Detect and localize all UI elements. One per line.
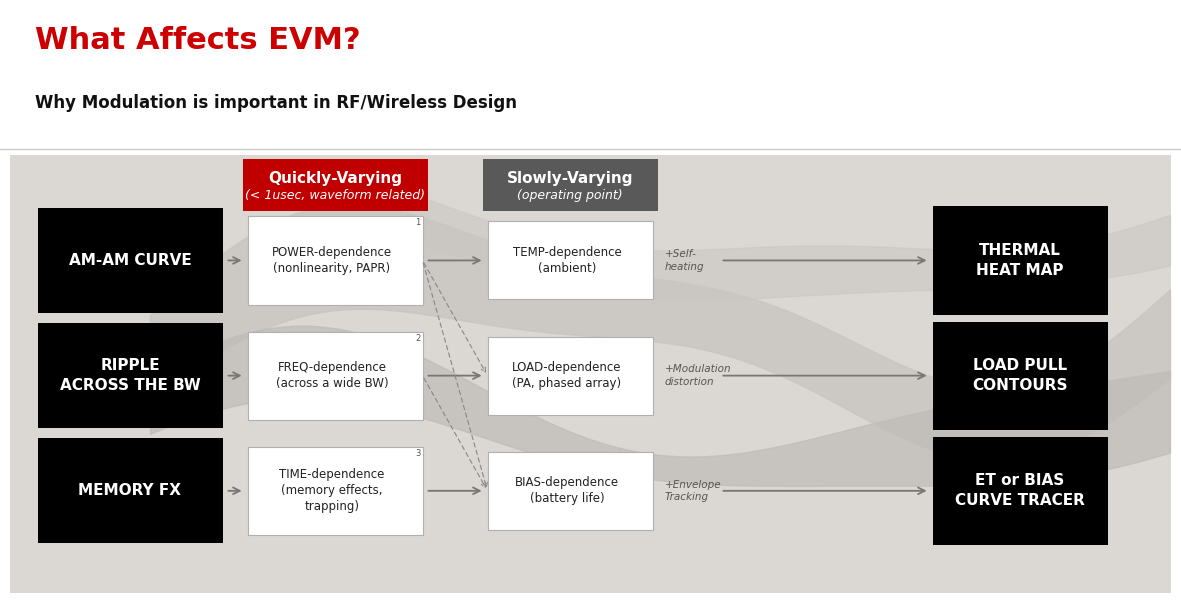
Text: Quickly-Varying: Quickly-Varying	[268, 171, 402, 186]
Text: +Envelope
Tracking: +Envelope Tracking	[665, 480, 722, 502]
Text: LOAD-dependence
(PA, phased array): LOAD-dependence (PA, phased array)	[513, 361, 621, 390]
Text: FREQ-dependence
(across a wide BW): FREQ-dependence (across a wide BW)	[275, 361, 389, 390]
FancyBboxPatch shape	[9, 155, 1172, 593]
Text: LOAD PULL
CONTOURS: LOAD PULL CONTOURS	[972, 358, 1068, 393]
Text: 1: 1	[416, 218, 420, 227]
FancyBboxPatch shape	[38, 438, 222, 543]
Text: BIAS-dependence
(battery life): BIAS-dependence (battery life)	[515, 477, 619, 505]
Text: Slowly-Varying: Slowly-Varying	[507, 171, 633, 186]
Text: 2: 2	[416, 334, 420, 343]
Text: +Self-
heating: +Self- heating	[665, 249, 704, 272]
Text: What Affects EVM?: What Affects EVM?	[35, 26, 361, 55]
Text: TEMP-dependence
(ambient): TEMP-dependence (ambient)	[513, 246, 621, 275]
Text: RIPPLE
ACROSS THE BW: RIPPLE ACROSS THE BW	[59, 358, 201, 393]
Text: Why Modulation is important in RF/Wireless Design: Why Modulation is important in RF/Wirele…	[35, 94, 517, 112]
FancyBboxPatch shape	[38, 208, 222, 313]
Text: (< 1usec, waveform related): (< 1usec, waveform related)	[244, 189, 425, 202]
FancyBboxPatch shape	[488, 452, 652, 530]
Text: +Modulation
distortion: +Modulation distortion	[665, 364, 731, 387]
FancyBboxPatch shape	[483, 159, 658, 212]
Text: THERMAL
HEAT MAP: THERMAL HEAT MAP	[977, 243, 1064, 278]
FancyBboxPatch shape	[248, 216, 423, 305]
Text: ET or BIAS
CURVE TRACER: ET or BIAS CURVE TRACER	[955, 474, 1085, 508]
FancyBboxPatch shape	[488, 337, 652, 415]
FancyBboxPatch shape	[242, 159, 428, 212]
Text: AM-AM CURVE: AM-AM CURVE	[68, 253, 191, 268]
FancyBboxPatch shape	[933, 322, 1108, 430]
Text: 3: 3	[416, 449, 420, 458]
Text: POWER-dependence
(nonlinearity, PAPR): POWER-dependence (nonlinearity, PAPR)	[272, 246, 392, 275]
Text: TIME-dependence
(memory effects,
trapping): TIME-dependence (memory effects, trappin…	[280, 468, 385, 513]
FancyBboxPatch shape	[248, 447, 423, 535]
FancyBboxPatch shape	[933, 437, 1108, 545]
FancyBboxPatch shape	[933, 206, 1108, 314]
Text: (operating point): (operating point)	[517, 189, 622, 202]
FancyBboxPatch shape	[488, 221, 652, 299]
FancyBboxPatch shape	[38, 323, 222, 428]
FancyBboxPatch shape	[248, 332, 423, 419]
Text: MEMORY FX: MEMORY FX	[78, 483, 182, 498]
